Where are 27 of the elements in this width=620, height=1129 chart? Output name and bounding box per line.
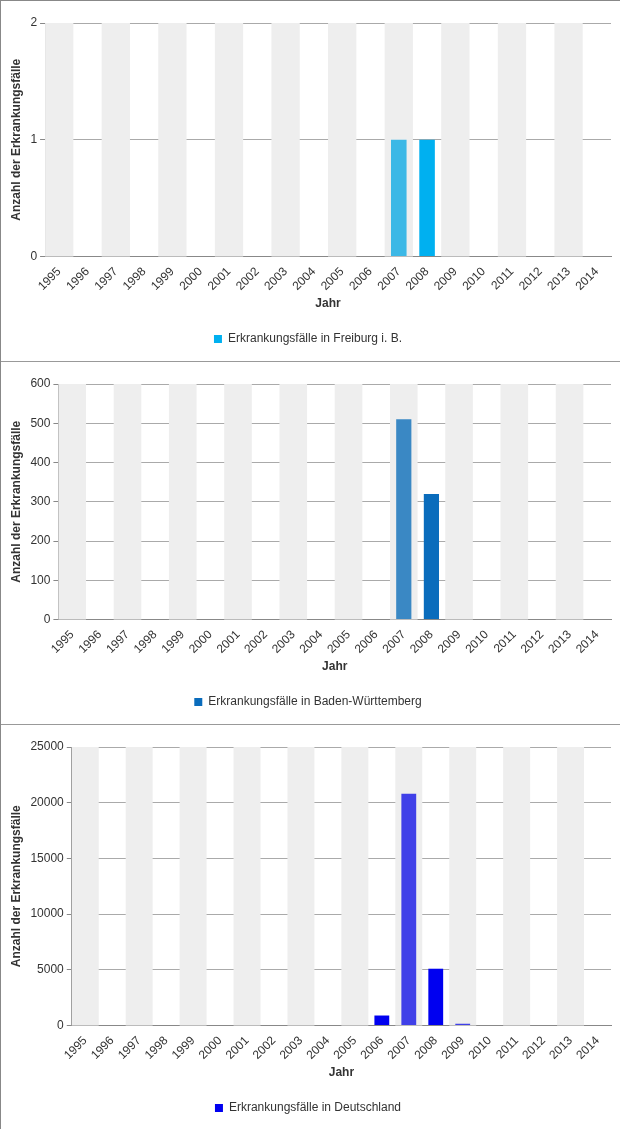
x-axis-title: Jahr	[315, 296, 342, 311]
y-axis-title: Anzahl der Erkrankungsfälle	[8, 58, 23, 221]
bar	[374, 1015, 390, 1026]
y-tick-label: 500	[30, 415, 51, 430]
y-tick-label: 15000	[30, 850, 65, 865]
y-tick-label: 0	[57, 1017, 65, 1032]
y-tick-label: 20000	[30, 795, 65, 810]
y-tick-label: 0	[30, 248, 38, 263]
y-tick-label: 1	[30, 132, 38, 147]
y-tick-label: 600	[30, 376, 51, 391]
legend-label: Erkrankungsfälle in Deutschland	[228, 1100, 402, 1115]
y-tick-label: 300	[30, 494, 51, 509]
legend-label: Erkrankungsfälle in Freiburg i. B.	[227, 331, 403, 346]
x-axis-title: Jahr	[328, 1065, 355, 1080]
y-tick-label: 5000	[37, 962, 65, 977]
x-axis-title: Jahr	[322, 659, 348, 674]
y-tick-label: 100	[30, 572, 51, 587]
y-tick-label: 2	[30, 15, 38, 30]
y-tick-label: 0	[43, 611, 51, 626]
y-tick-label: 10000	[30, 906, 65, 921]
bar	[428, 968, 444, 1026]
y-axis-title: Anzahl der Erkrankungsfälle	[8, 804, 23, 968]
y-tick-label: 400	[30, 454, 51, 469]
y-axis-title: Anzahl der Erkrankungsfälle	[8, 420, 23, 583]
y-tick-label: 200	[30, 533, 51, 548]
y-tick-label: 25000	[30, 739, 65, 754]
legend-label: Erkrankungsfälle in Baden-Württemberg	[208, 694, 422, 709]
